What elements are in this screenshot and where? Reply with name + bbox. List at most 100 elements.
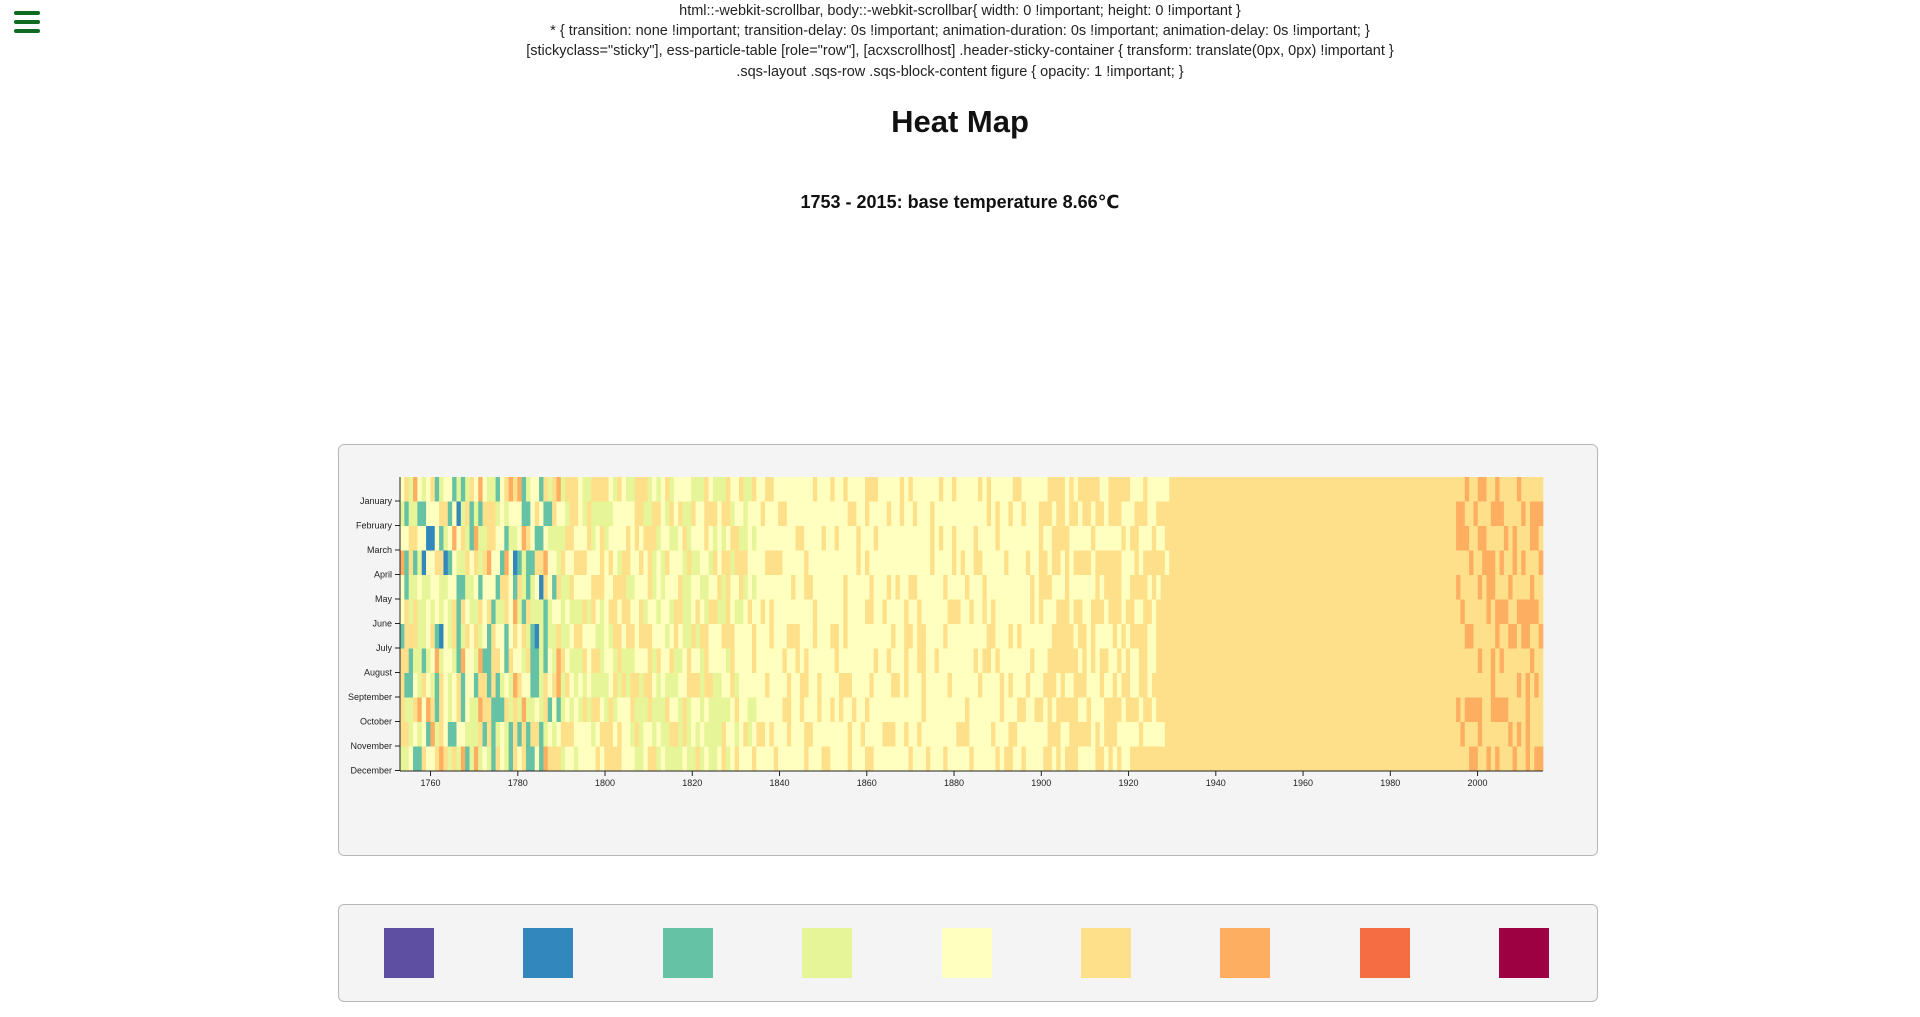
heatmap-cell [1486, 624, 1492, 649]
heatmap-cell [730, 599, 735, 625]
heatmap-cell [1186, 599, 1192, 625]
heatmap-cell [417, 697, 423, 723]
heatmap-cell [917, 673, 922, 698]
heatmap-cell [1325, 697, 1331, 723]
heatmap-cell [1495, 501, 1500, 527]
heatmap-cell [1330, 575, 1335, 600]
heatmap-cell [1164, 575, 1170, 600]
heatmap-cell [1282, 501, 1287, 527]
heatmap-cell [869, 599, 875, 625]
heatmap-cell [1273, 673, 1279, 698]
heatmap-cell [1169, 526, 1174, 551]
heatmap-cell [1473, 477, 1479, 502]
heatmap-cell [560, 599, 566, 625]
heatmap-cell [1482, 673, 1487, 698]
heatmap-cell [856, 722, 862, 747]
heatmap-cell [1134, 575, 1140, 600]
heatmap-cell [851, 526, 857, 551]
heatmap-cell [778, 477, 783, 502]
heatmap-cell [1443, 624, 1448, 649]
heatmap-cell [1343, 697, 1348, 723]
heatmap-cell [569, 526, 575, 551]
heatmap-cell [1243, 648, 1248, 674]
heatmap-cell [543, 648, 549, 674]
heatmap-cell [1169, 550, 1174, 576]
heatmap-cell [1234, 501, 1240, 527]
heatmap-cell [1208, 697, 1214, 723]
heatmap-cell [1104, 624, 1109, 649]
heatmap-cell [843, 599, 848, 625]
heatmap-cell [482, 673, 488, 698]
heatmap-cell [1004, 673, 1009, 698]
heatmap-cell [617, 722, 622, 747]
heatmap-cell [630, 575, 636, 600]
heatmap-cell [591, 648, 596, 674]
y-tick-label: December [350, 766, 392, 776]
heatmap-cell [1004, 477, 1009, 502]
heatmap-cell [1269, 550, 1274, 576]
heatmap-cell [1125, 697, 1131, 723]
heatmap-cell [582, 722, 588, 747]
heatmap-cell [778, 599, 783, 625]
heatmap-cell [499, 501, 505, 527]
heatmap-cell [1451, 501, 1457, 527]
heatmap-cell [756, 648, 762, 674]
heatmap-cell [682, 526, 688, 551]
heatmap-cell [465, 697, 470, 723]
heatmap-cell [460, 722, 466, 747]
heatmap-cell [1503, 550, 1509, 576]
heatmap-cell [951, 648, 957, 674]
heatmap-cell [769, 501, 775, 527]
heatmap-cell [1334, 501, 1340, 527]
heatmap-cell [578, 722, 583, 747]
heatmap-cell [1282, 697, 1287, 723]
heatmap-cell [621, 526, 627, 551]
heatmap-cell [747, 599, 753, 625]
heatmap-cell [930, 526, 935, 551]
heatmap-cell [908, 599, 914, 625]
heatmap-cell [1160, 648, 1166, 674]
heatmap-cell [691, 697, 696, 723]
heatmap-cell [843, 722, 848, 747]
heatmap-cell [695, 648, 701, 674]
heatmap-cell [652, 477, 657, 502]
heatmap-cell [1412, 722, 1418, 747]
heatmap-cell [860, 648, 866, 674]
heatmap-cell [665, 697, 670, 723]
heatmap-cell [986, 697, 992, 723]
heatmap-cell [1451, 722, 1457, 747]
heatmap-cell [708, 648, 714, 674]
heatmap-cell [947, 648, 953, 674]
heatmap-cell [612, 575, 618, 600]
heatmap-cell [1134, 477, 1140, 502]
heatmap-cell [1004, 648, 1009, 674]
heatmap-cell [443, 575, 449, 600]
heatmap-cell [1117, 599, 1122, 625]
hamburger-menu-icon[interactable] [14, 11, 40, 33]
heatmap-cell [686, 526, 692, 551]
heatmap-cell [547, 599, 553, 625]
heatmap-cell [456, 501, 462, 527]
heatmap-cell [725, 624, 731, 649]
heatmap-cell [743, 673, 749, 698]
heatmap-cell [1377, 624, 1383, 649]
heatmap-cell [513, 697, 518, 723]
heatmap-cell [495, 550, 501, 576]
heatmap-cell [1290, 624, 1296, 649]
heatmap-cell [1434, 501, 1440, 527]
heatmap-cell [695, 550, 701, 576]
heatmap-cell [1125, 550, 1131, 576]
heatmap-cell [899, 648, 905, 674]
heatmap-cell [1077, 477, 1083, 502]
heatmap-cell [717, 550, 722, 576]
heatmap-cell [1521, 697, 1526, 723]
heatmap-cell [1312, 746, 1318, 772]
heatmap-cell [673, 599, 679, 625]
heatmap-cell [1512, 673, 1518, 698]
heatmap-cell [469, 697, 475, 723]
heatmap-cell [986, 673, 992, 698]
heatmap-cell [882, 722, 888, 747]
heatmap-cell [1443, 599, 1448, 625]
heatmap-cell [543, 697, 549, 723]
heatmap-cell [734, 697, 740, 723]
